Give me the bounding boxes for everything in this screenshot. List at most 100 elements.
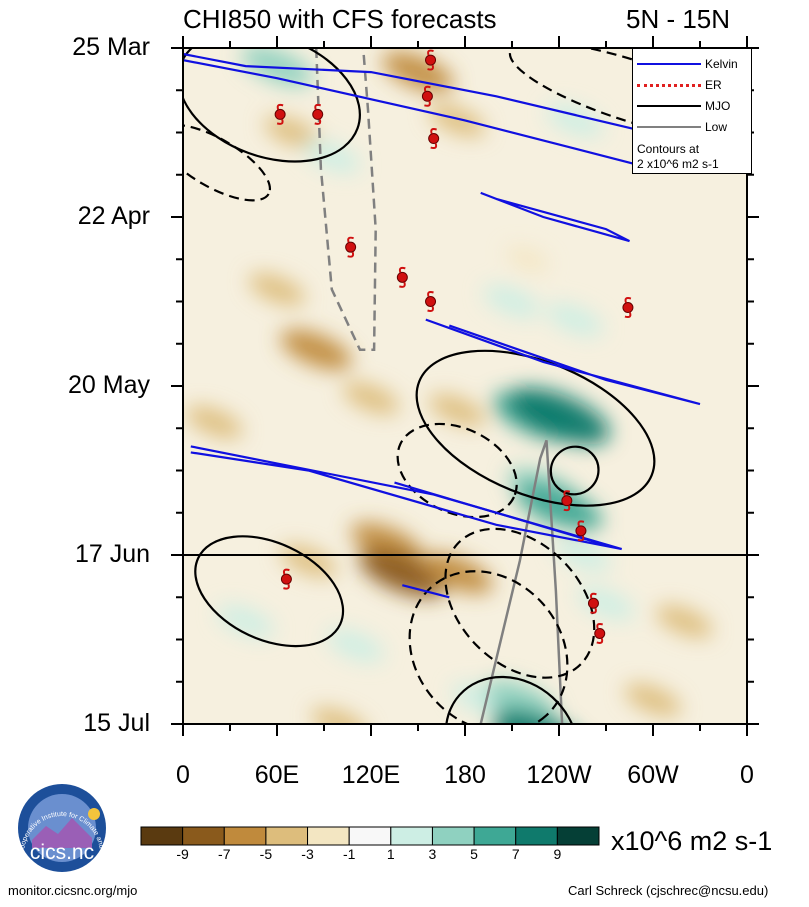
legend-note-line2: 2 x10^6 m2 s-1 [637,157,719,171]
anomaly-patch-13 [428,393,486,427]
tc-marker-6 [396,266,408,288]
colorbar [140,826,600,846]
kelvin-contour-4 [190,445,623,551]
colorbar-cell-5 [348,826,392,846]
legend-swatch-er [637,84,701,87]
tc-marker-12 [587,592,599,614]
legend-entry-kelvin: Kelvin [633,55,751,73]
anomaly-patch-10 [280,329,352,371]
anomaly-patch-34 [311,707,368,724]
tc-marker-13 [594,622,606,644]
anomaly-patch-19 [359,548,446,598]
anomaly-patch-26 [656,605,713,638]
colorbar-label-5: 1 [386,846,395,862]
anomaly-patch-17 [515,482,603,532]
tc-marker-0 [425,49,437,71]
x-tick-label-4: 120W [526,761,592,789]
x-tick-label-1: 60E [254,761,300,789]
kelvin-contour-2 [480,191,631,243]
colorbar-label-1: -7 [218,846,231,862]
anomaly-patch-6 [506,247,549,272]
anomaly-patch-15 [508,387,610,445]
colorbar-cell-6 [390,826,433,846]
anomaly-patch-9 [248,273,306,306]
colorbar-label-9: 9 [553,846,562,862]
cicsnc-logo: Cooperative Institute for Climate and Sa… [6,774,106,872]
y-tick-label-0: 25 Mar [72,33,150,61]
tc-marker-2 [312,103,324,125]
y-tick-label-4: 15 Jul [83,709,150,737]
tc-marker-1 [274,103,286,125]
anomaly-patch-33 [624,683,682,717]
legend-label-low: Low [705,120,728,134]
legend-swatch-mjo [637,105,701,107]
anomaly-patch-24 [327,629,384,662]
x-tick-label-0: 0 [176,761,190,789]
anomaly-patch-3 [382,51,454,93]
anomaly-field [186,48,713,724]
legend-note-line1: Contours at [637,142,700,156]
anomaly-patch-7 [483,285,541,318]
mjo-contour-1 [183,123,272,202]
kelvin-contour-3 [425,318,701,406]
author-credit: Carl Schreck (cjschrec@ncsu.edu) [568,883,769,898]
anomaly-patch-2 [303,140,361,173]
tc-marker-11 [280,568,292,590]
anomaly-blur-group [186,48,713,724]
colorbar-cell-8 [473,826,517,846]
x-tick-label-6: 0 [740,761,754,789]
colorbar-label-0: -9 [176,846,189,862]
anomaly-patch-8 [546,303,603,336]
tc-marker-9 [561,490,573,512]
anomaly-patch-4 [428,104,486,137]
colorbar-label-6: 3 [428,846,437,862]
tc-markers [274,49,634,644]
anomaly-patch-18 [350,522,423,564]
anomaly-patch-11 [342,381,400,415]
legend-label-kelvin: Kelvin [705,57,738,71]
low-contours [314,48,564,724]
anomaly-patch-27 [452,683,509,717]
mjo-contour-5 [194,535,345,648]
legend-swatch-kelvin [637,63,701,65]
tc-marker-8 [622,297,634,319]
tc-marker-4 [428,128,440,150]
low-contour-1 [479,439,564,724]
anomaly-patch-23 [217,605,274,638]
mjo-contour-9 [549,445,600,496]
chart-title: CHI850 with CFS forecasts [183,4,497,34]
x-tick-label-3: 180 [444,761,486,789]
colorbar-cell-3 [265,826,309,846]
legend: Kelvin ER MJO Low Contours at 2 x10^6 m2… [632,48,752,174]
legend-label-mjo: MJO [705,99,731,113]
colorbar-cell-2 [223,826,267,846]
tc-marker-3 [421,85,433,107]
kelvin-contour-6 [402,584,450,599]
colorbar-label-3: -3 [301,846,314,862]
y-tick-label-3: 17 Jun [74,540,150,568]
anomaly-patch-0 [241,48,313,87]
latitude-band-label: 5N - 15N [626,4,731,34]
y-tick-label-1: 22 Apr [77,202,150,230]
mjo-contour-8 [444,675,580,724]
site-url: monitor.cicsnc.org/mjo [8,883,138,898]
legend-entry-mjo: MJO [633,97,751,115]
logo-text: cics.nc [30,841,94,864]
x-tick-label-2: 120E [341,761,401,789]
mjo-contour-0 [183,48,361,163]
colorbar-cell-0 [140,826,184,846]
mjo-contour-6 [444,527,596,679]
y-tick-label-2: 20 May [68,371,150,399]
colorbar-label-4: -1 [342,846,356,862]
tc-marker-5 [345,236,357,258]
colorbar-label-2: -5 [259,846,273,862]
anomaly-patch-28 [484,679,556,721]
colorbar-cell-1 [182,826,225,846]
x-tick-label-5: 60W [627,761,679,789]
colorbar-units: x10^6 m2 s-1 [611,826,773,856]
colorbar-cell-9 [515,826,558,846]
colorbar-label-7: 5 [470,846,478,862]
anomaly-patch-12 [186,406,243,439]
legend-swatch-low [637,126,701,128]
